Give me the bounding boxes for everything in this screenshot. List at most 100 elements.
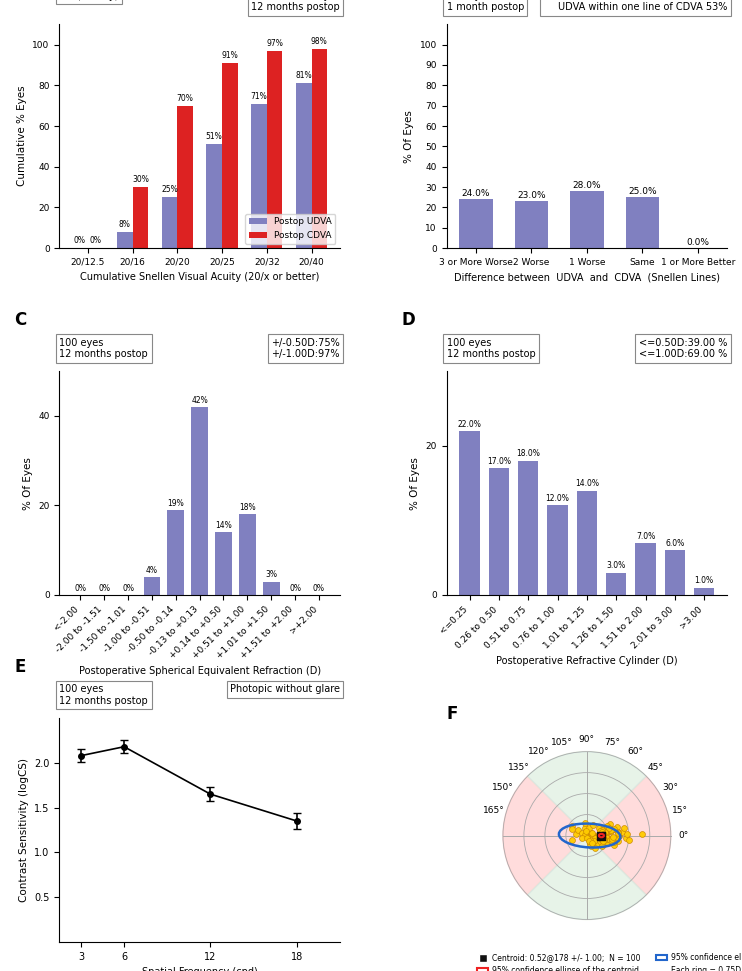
Point	[595, 829, 607, 845]
Text: 6.0%: 6.0%	[665, 539, 684, 548]
Bar	[206, 145, 222, 248]
Text: <=0.50D:39.00 %
<=1.00D:69.00 %: <=0.50D:39.00 % <=1.00D:69.00 %	[639, 338, 727, 359]
Point	[597, 826, 609, 842]
Bar	[665, 551, 685, 595]
Y-axis label: Cumulative % Eyes: Cumulative % Eyes	[17, 85, 27, 186]
Point	[580, 825, 591, 841]
Point	[584, 837, 596, 853]
Point	[583, 820, 595, 835]
Point	[582, 829, 594, 845]
Point	[607, 830, 619, 846]
Point	[593, 837, 605, 853]
Text: F: F	[447, 705, 458, 722]
Point	[598, 832, 610, 848]
Point	[606, 831, 618, 847]
Point	[594, 830, 605, 846]
Text: 23.0%: 23.0%	[517, 191, 545, 200]
Text: 100 eyes
12 months postop: 100 eyes 12 months postop	[59, 338, 148, 359]
Bar	[571, 191, 603, 248]
Text: 120°: 120°	[528, 748, 549, 756]
Text: 100 eyes
1 month postop: 100 eyes 1 month postop	[447, 0, 524, 13]
Bar	[296, 84, 312, 248]
Point	[580, 820, 591, 836]
Point	[576, 830, 588, 846]
Point	[595, 828, 607, 844]
Bar	[635, 543, 656, 595]
Bar	[548, 506, 568, 595]
Text: 98%: 98%	[311, 37, 328, 46]
Text: 60°: 60°	[627, 748, 643, 756]
Y-axis label: % Of Eyes: % Of Eyes	[23, 456, 33, 510]
Bar	[133, 187, 148, 248]
Text: 3.0%: 3.0%	[606, 561, 626, 570]
Text: 0%: 0%	[74, 584, 87, 592]
Text: 0.0%: 0.0%	[686, 238, 709, 247]
Point	[612, 825, 624, 841]
Bar	[518, 460, 539, 595]
Text: 51%: 51%	[206, 132, 223, 141]
Point	[597, 821, 608, 837]
Point	[588, 833, 600, 849]
Bar	[312, 49, 327, 248]
Bar	[116, 232, 133, 248]
Point	[617, 824, 628, 840]
Text: 3%: 3%	[265, 570, 278, 580]
Point	[603, 820, 614, 836]
Point	[596, 830, 608, 846]
Point	[596, 845, 608, 860]
Point	[579, 816, 591, 831]
Bar	[459, 199, 493, 248]
Point	[637, 825, 649, 841]
Point	[580, 823, 592, 839]
Polygon shape	[587, 776, 671, 895]
Point	[620, 830, 632, 846]
Point	[588, 840, 600, 855]
Point	[609, 831, 621, 847]
Text: 70%: 70%	[177, 93, 194, 103]
Text: 165°: 165°	[483, 806, 505, 815]
Bar	[626, 197, 659, 248]
Text: 30°: 30°	[663, 783, 678, 791]
Point	[608, 821, 620, 837]
Text: 18%: 18%	[239, 503, 256, 512]
Bar	[168, 510, 184, 595]
Point	[571, 826, 582, 842]
Point	[582, 823, 594, 839]
Point	[606, 832, 618, 848]
Text: 25%: 25%	[161, 185, 178, 194]
Point	[586, 828, 598, 844]
Point	[599, 822, 611, 838]
Bar	[489, 468, 509, 595]
Text: 14%: 14%	[215, 521, 232, 530]
Point	[585, 825, 597, 841]
Point	[596, 838, 608, 854]
Point	[599, 823, 611, 839]
Point	[602, 831, 614, 847]
Bar	[144, 577, 160, 595]
Legend: Postop UDVA, Postop CDVA: Postop UDVA, Postop CDVA	[245, 214, 335, 244]
Text: +/-0.50D:75%
+/-1.00D:97%: +/-0.50D:75% +/-1.00D:97%	[271, 338, 340, 359]
Point	[600, 827, 611, 843]
Text: 42%: 42%	[191, 396, 208, 405]
Text: 30%: 30%	[132, 175, 149, 184]
Point	[612, 833, 624, 849]
Text: Photopic without glare: Photopic without glare	[230, 685, 340, 694]
Point	[597, 830, 609, 846]
Polygon shape	[528, 836, 646, 920]
Text: 97%: 97%	[266, 39, 283, 48]
Point	[603, 824, 614, 840]
Point	[584, 832, 596, 848]
Text: 15°: 15°	[672, 806, 688, 815]
Bar	[263, 582, 280, 595]
Point	[593, 820, 605, 836]
X-axis label: Postoperative Refractive Cylinder (D): Postoperative Refractive Cylinder (D)	[496, 655, 677, 665]
Point	[589, 828, 601, 844]
Point	[605, 820, 617, 836]
Point	[613, 828, 625, 844]
Y-axis label: % Of Eyes: % Of Eyes	[410, 456, 420, 510]
Point	[605, 822, 617, 838]
Polygon shape	[528, 752, 646, 836]
X-axis label: Cumulative Snellen Visual Acuity (20/x or better): Cumulative Snellen Visual Acuity (20/x o…	[80, 272, 319, 283]
Text: UDVA same or better than CDVA 25%
UDVA within one line of CDVA 53%: UDVA same or better than CDVA 25% UDVA w…	[544, 0, 727, 13]
Point	[621, 826, 633, 842]
